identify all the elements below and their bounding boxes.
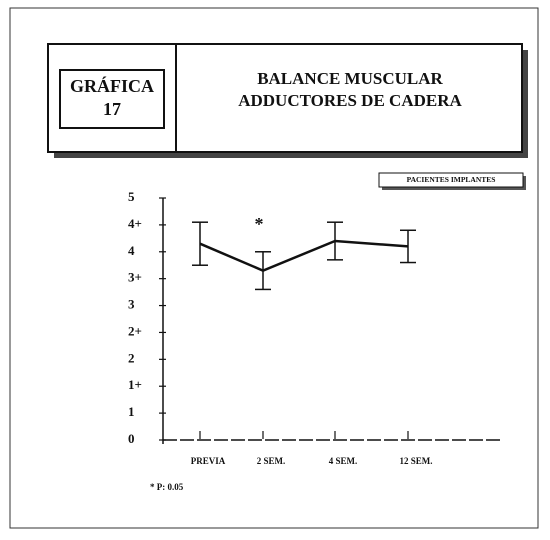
- figure-number: 17: [103, 99, 121, 119]
- y-tick-label: 5: [128, 189, 135, 204]
- x-tick-label: 2 SEM.: [257, 456, 286, 466]
- y-tick-label: 1: [128, 404, 135, 419]
- label-box: [59, 69, 165, 129]
- y-tick-label: 2: [128, 350, 135, 365]
- x-tick-label: 12 SEM.: [399, 456, 432, 466]
- title-line: ADDUCTORES DE CADERA: [238, 91, 462, 110]
- y-tick-label: 1+: [128, 377, 142, 392]
- data-line: [199, 239, 409, 272]
- y-tick-label: 4+: [128, 216, 142, 231]
- badge: PACIENTES IMPLANTES: [407, 175, 496, 184]
- y-tick-label: 3: [128, 297, 135, 312]
- annotation: *: [255, 214, 264, 234]
- badge-box: [378, 172, 524, 188]
- y-tick-label: 2+: [128, 323, 142, 338]
- page-frame: [9, 7, 539, 529]
- x-tick-label: PREVIA: [191, 456, 226, 466]
- footnote: * P: 0.05: [150, 482, 184, 492]
- y-tick-label: 0: [128, 431, 135, 446]
- y-tick-label: 4: [128, 243, 135, 258]
- y-tick-label: 3+: [128, 270, 142, 285]
- figure-label: GRÁFICA: [70, 75, 154, 96]
- title-line: BALANCE MUSCULAR: [257, 69, 443, 88]
- x-tick-label: 4 SEM.: [329, 456, 358, 466]
